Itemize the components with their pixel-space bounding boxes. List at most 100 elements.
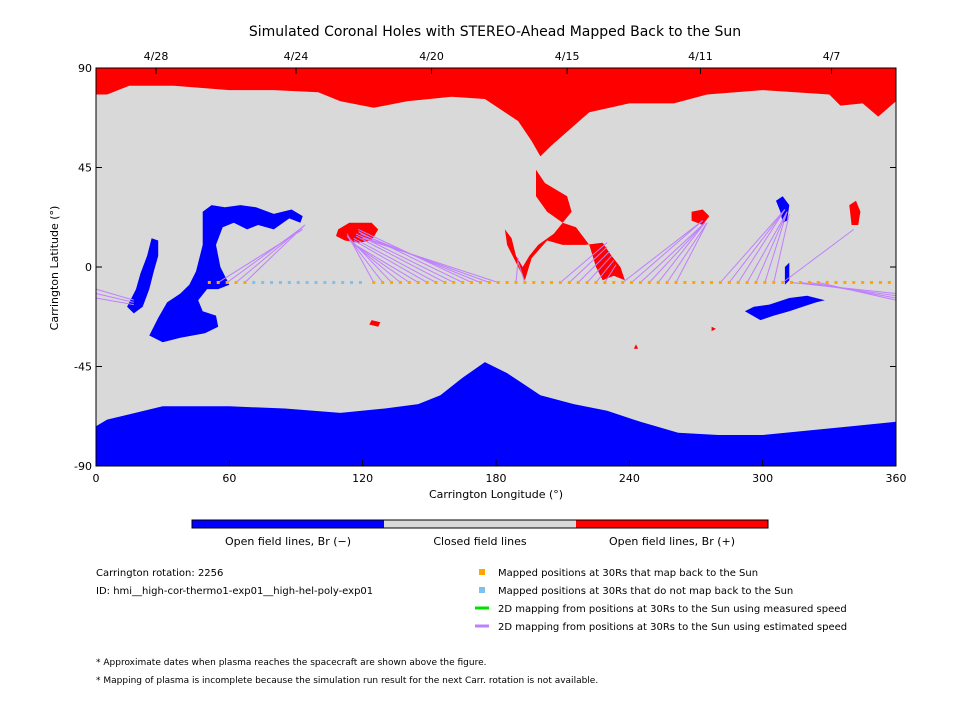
unmapped-point [305,280,309,284]
coronal-hole-north-polar [96,68,896,157]
mapped-point [736,280,740,284]
unmapped-point [350,280,354,284]
mapping-line-estimated [560,242,608,283]
unmapped-point [296,280,300,284]
colorbar-closed [384,520,576,528]
mapped-point [763,280,767,284]
mapping-line-estimated [773,213,790,283]
mapped-point [532,280,536,284]
mapping-line-estimated [235,224,306,283]
mapped-point [834,280,838,284]
mapping-line-estimated [720,209,786,283]
mapped-point [505,280,509,284]
mapped-point [390,280,394,284]
legend-label-measured: 2D mapping from positions at 30Rs to the… [498,604,847,615]
unmapped-point [323,280,327,284]
mapped-point [692,280,696,284]
top-date-label: 4/7 [823,50,841,63]
mapped-point [798,280,802,284]
mapping-line-estimated [244,224,306,283]
mapping-line-estimated [818,281,897,301]
mapping-line-estimated [586,255,612,283]
colorbar: Open field lines, Br (−) Closed field li… [191,519,769,548]
legend: Mapped positions at 30Rs that map back t… [475,568,847,633]
mapped-point [701,280,705,284]
mapped-point [781,280,785,284]
mapping-line-estimated [351,242,419,283]
mapping-line-estimated [604,264,617,283]
mapping-line-estimated [577,251,610,283]
mapped-point [585,280,589,284]
mapped-point [398,280,402,284]
x-axis-label: Carrington Longitude (°) [429,488,563,501]
x-tick-label: 0 [93,472,100,485]
mapped-point [745,280,749,284]
x-tick-label: 360 [886,472,907,485]
mapping-line-estimated [728,209,786,283]
mapped-point [887,280,891,284]
mapping-line-estimated [737,209,786,283]
y-tick-label: -45 [74,361,92,374]
mapped-point [225,280,229,284]
chart-title: Simulated Coronal Holes with STEREO-Ahea… [249,24,741,40]
mapped-point [443,280,447,284]
unmapped-point [270,280,274,284]
colorbar-label-closed: Closed field lines [433,535,527,548]
mapped-point [852,280,856,284]
mapped-point [656,280,660,284]
colorbar-negative [192,520,384,528]
mapping-line-estimated [666,222,708,283]
mapping-line-estimated [568,246,608,283]
colorbar-label-positive: Open field lines, Br (+) [609,535,735,548]
coronal-hole-south-polar [96,362,896,466]
mapping-line-estimated [640,222,706,283]
top-date-label: 4/24 [284,50,309,63]
coronal-hole-west-mid [149,205,303,343]
mapped-point [612,280,616,284]
mapped-point [870,280,874,284]
x-tick-label: 120 [352,472,373,485]
mapping-line-estimated [95,288,134,301]
mapped-point [638,280,642,284]
legend-swatch-mapped [479,569,485,575]
y-tick-label: 45 [78,162,92,175]
y-tick-label: 0 [85,261,92,274]
mapped-point [843,280,847,284]
mapped-point [372,280,376,284]
mapped-point [523,280,527,284]
unmapped-point [278,280,282,284]
footnote-incomplete: * Mapping of plasma is incomplete becaus… [96,676,598,686]
mapped-point [825,280,829,284]
mapped-point [665,280,669,284]
mapped-point [603,280,607,284]
mapped-point [243,280,247,284]
x-tick-label: 60 [222,472,236,485]
mapping-line-estimated [517,262,526,283]
mapped-point [807,280,811,284]
mapped-point [790,280,794,284]
x-tick-label: 180 [486,472,507,485]
mapping-line-estimated [95,297,134,306]
mapped-point [216,280,220,284]
mapping-line-estimated [95,293,134,303]
mapped-point [576,280,580,284]
footnote-dates: * Approximate dates when plasma reaches … [96,658,487,668]
mapping-line-estimated [351,242,410,283]
y-tick-label: 90 [78,62,92,75]
mapped-point [478,280,482,284]
mapping-line-estimated [675,222,708,283]
mapped-point [674,280,678,284]
mapped-point [718,280,722,284]
mapped-point [207,280,211,284]
unmapped-point [287,280,291,284]
mapped-point [647,280,651,284]
unmapped-point [261,280,265,284]
carrington-rotation: Carrington rotation: 2256 [96,568,223,579]
colorbar-positive [576,520,768,528]
mapping-line-estimated [226,226,303,283]
mapping-line-estimated [648,222,706,283]
mapping-line-estimated [782,229,855,283]
mapped-point [594,280,598,284]
mapped-point [425,280,429,284]
mapped-point [381,280,385,284]
